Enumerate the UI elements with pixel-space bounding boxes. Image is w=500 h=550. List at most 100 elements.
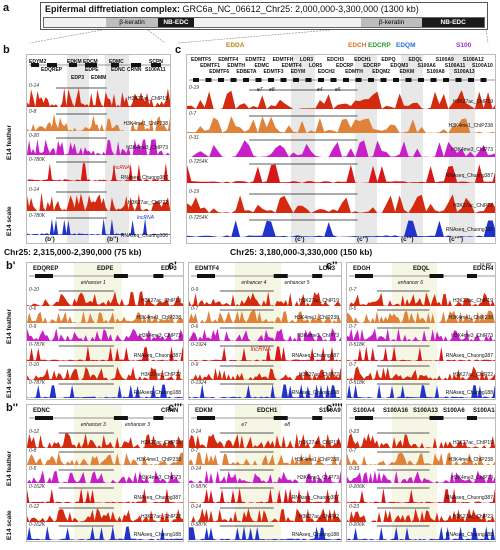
gene-exon (243, 78, 249, 82)
gene-track (191, 274, 341, 278)
track-range: 0-5 (349, 306, 357, 312)
track-name: H3K27ac_ChIP19 (298, 298, 339, 304)
signal-area (27, 328, 183, 341)
signal-peaks (27, 327, 183, 341)
track-name: RNAseq_Chuong188 (445, 227, 493, 233)
signal-peaks (189, 507, 341, 522)
track-range: 0-206K (349, 484, 366, 490)
zoom-track: 0-12 H3K27ac_ChIP19 (27, 429, 183, 448)
family-edcrp: EDCRP (368, 42, 391, 49)
panel-c-coord: Chr25: 3,180,000-3,330,000 (150 kb) (230, 247, 373, 257)
signal-peaks (347, 290, 495, 306)
signal-peaks (187, 193, 495, 213)
track-name: H3K27ac_ChIP22 (452, 514, 493, 520)
signal-area (347, 452, 495, 465)
signal-area (27, 218, 170, 235)
signal-peaks (189, 309, 341, 323)
enhancer-label: e4 (317, 87, 323, 93)
track-name: RNAseq_Chuong188 (445, 390, 493, 396)
track-range: 0-7 (191, 306, 199, 312)
gene-label: EDCRP (336, 63, 354, 69)
gene-track-c (189, 78, 495, 82)
signal-area (347, 470, 495, 483)
track-range: 0-162K (29, 484, 46, 490)
zoom-track: 0-206K RNAseq_Chuong188 (347, 522, 495, 540)
signal-area (187, 194, 495, 213)
zoom-panel: EDKM EDCH1 S100A9 e7 e8 0-14 H3K27ac_ChIP19 0-7… (188, 404, 342, 542)
track-range: 0-780K (29, 213, 46, 219)
track-range: 0-23 (349, 504, 360, 510)
gene-label: S100A11 (444, 63, 466, 69)
track-range: 0-8 (29, 448, 37, 454)
track-name: H3K27ac_ChIP22 (452, 203, 493, 209)
zoom-track: 0-12 H3K27ac_ChIP22 (27, 504, 183, 522)
signal-peaks (27, 383, 183, 398)
side-label-feather: E14 feather (6, 124, 13, 160)
gene-exon (430, 78, 437, 82)
gene-label: EDQM3 (390, 63, 409, 69)
gene-exon (380, 78, 387, 82)
segment-nb-edc-1: NB-EDC (158, 18, 194, 27)
track-name: H3K4me3_ChIP73 (297, 475, 339, 481)
gene-label: EDCRP (363, 63, 381, 69)
track-range: 0-7 (349, 324, 357, 330)
signal-area (347, 328, 495, 341)
track-name: H3K4me1_ChIP238 (294, 457, 339, 463)
track-range: 0-31 (189, 135, 200, 141)
track-range: 0-7254K (189, 215, 208, 221)
gene-exon (230, 78, 237, 82)
family-s100: S100 (456, 42, 472, 49)
zoom-panel-label: c' (168, 260, 177, 272)
zoom-track: 0-9 H3K27ac_ChIP19 (189, 287, 341, 306)
signal-peaks (27, 87, 170, 107)
track-range: 0-7 (189, 111, 197, 117)
track-name: H3K4me1_ChIP238 (294, 315, 339, 321)
track-name: RNAseq_Chuong188 (133, 532, 181, 538)
gene-label: EDP3 (161, 266, 177, 272)
track-range: 0-206K (349, 522, 366, 528)
gene-label: S100A6 (443, 408, 465, 414)
signal-area (189, 310, 341, 323)
gene-label: EDKM (67, 59, 82, 65)
family-edda: EDDA (226, 42, 245, 49)
signal-area (189, 367, 341, 380)
signal-peaks (27, 451, 183, 465)
track-range: 0-1924 (191, 342, 207, 348)
signal-peaks (347, 432, 495, 448)
side-label-feather: E14 feather (6, 308, 13, 344)
gene-exon (405, 78, 412, 82)
gene-label: EDPQ (381, 57, 396, 63)
track-range: 0-7 (349, 287, 357, 293)
gene-label: EDCH3 (326, 57, 344, 63)
track-name: RNAseq_Chuong387 (445, 173, 493, 179)
signal-area (187, 220, 495, 237)
gene-exon (255, 78, 262, 82)
region-shade-c3 (401, 55, 423, 243)
signal-peaks (27, 365, 183, 380)
signal-peaks (347, 345, 495, 361)
gene-exon (468, 78, 474, 82)
zoom-track: 0-206K RNAseq_Chuong387 (347, 484, 495, 503)
gene-label: EDQM2 (372, 69, 391, 75)
family-edch: EDCH (348, 42, 367, 49)
zoom-track: 0-7 H3K4me1_ChIP238 (189, 448, 341, 465)
signal-area (27, 488, 183, 503)
zoom-panel: S100A4 S100A16 S100A13 S100A6 S100A14 0-23 H3K… (346, 404, 496, 542)
zoom-track: 0-33 H3K4me3_ChIP73 (347, 466, 495, 483)
signal-peaks (27, 469, 183, 483)
gene-label: EDMTFH (272, 57, 294, 63)
signal-peaks (27, 137, 170, 155)
zoom-panel-label: c'''' (326, 402, 343, 414)
enhancer-label: enhancer 1 (80, 280, 106, 286)
track-name: H3K27ac_ChIP22 (140, 514, 181, 520)
enhancer-label: enhancer 3 (80, 422, 106, 428)
enhancer-shade (74, 263, 122, 399)
track-range: 0-10 (29, 362, 40, 368)
signal-peaks (27, 432, 183, 448)
enhancer-label: e7 (241, 422, 247, 428)
gene-label: EDMTF4 (195, 266, 219, 272)
family-edqm: EDQM (396, 42, 416, 49)
zoom-panel: EDMTF4 LOR3 enhancer 4 enhancer 5 0-9 H3K27ac… (188, 262, 342, 400)
track-name: H3K27ac_ChIP22 (127, 200, 168, 206)
gene-label: EDCH1 (257, 408, 278, 414)
